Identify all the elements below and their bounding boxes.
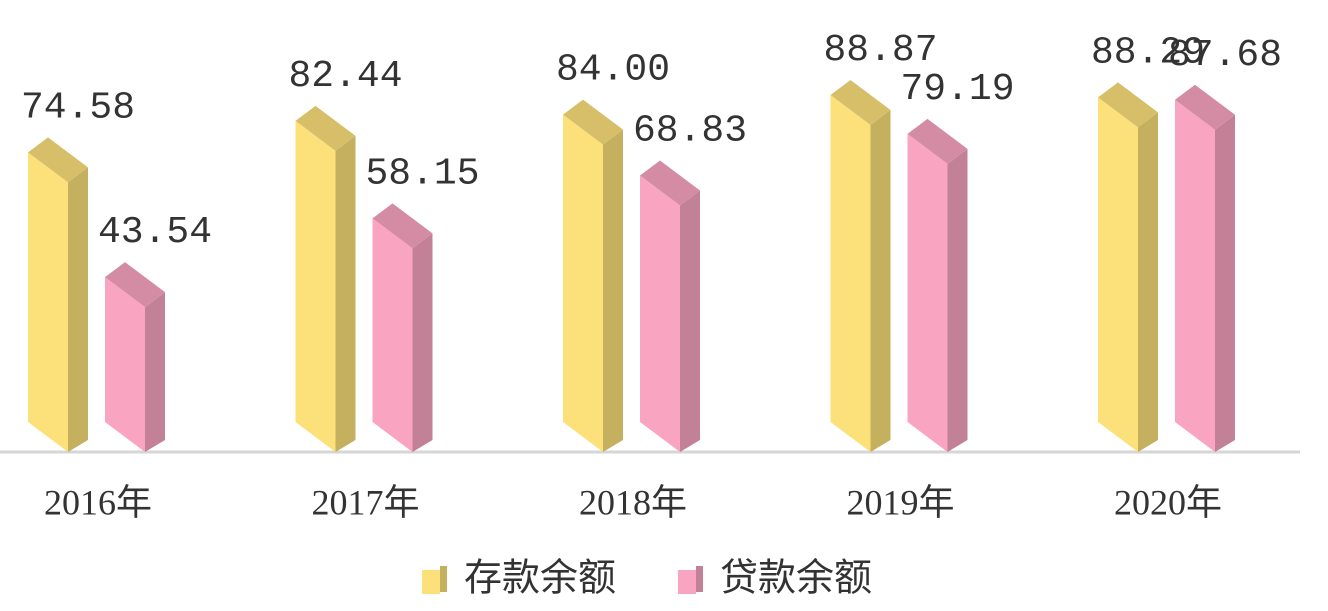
bar-side bbox=[1215, 114, 1235, 453]
legend-swatch bbox=[678, 570, 696, 594]
bar-side bbox=[947, 148, 968, 452]
bar-top bbox=[907, 118, 968, 164]
value-label: 79.19 bbox=[900, 68, 1014, 111]
bar-top bbox=[640, 160, 700, 206]
bar bbox=[563, 114, 603, 452]
value-label: 82.44 bbox=[288, 55, 402, 98]
value-label: 68.83 bbox=[633, 110, 747, 153]
bar bbox=[295, 120, 336, 452]
value-label: 84.00 bbox=[556, 49, 670, 92]
value-label: 88.29 bbox=[1091, 31, 1205, 74]
bar-top bbox=[1175, 84, 1235, 130]
bar bbox=[640, 175, 680, 453]
legend-swatch bbox=[422, 570, 440, 594]
bar-side bbox=[335, 135, 356, 453]
x-tick-label: 2018年 bbox=[579, 482, 687, 522]
bar-top bbox=[28, 137, 88, 183]
bar-top bbox=[830, 80, 891, 125]
bar-top bbox=[105, 262, 165, 308]
value-label: 87.68 bbox=[1168, 34, 1282, 77]
bar bbox=[907, 133, 948, 452]
legend-swatch-side bbox=[440, 566, 447, 592]
legend-swatch-side bbox=[696, 566, 703, 592]
bar-side bbox=[1138, 112, 1158, 452]
bar bbox=[372, 218, 413, 452]
value-label: 88.87 bbox=[823, 29, 937, 72]
bar-top bbox=[372, 203, 433, 249]
bar bbox=[105, 277, 145, 452]
value-label: 74.58 bbox=[21, 86, 135, 129]
bar-side bbox=[412, 233, 433, 452]
bar-side bbox=[680, 190, 700, 453]
legend-label: 贷款余额 bbox=[720, 558, 872, 600]
bar-side bbox=[68, 167, 88, 452]
x-tick-label: 2017年 bbox=[311, 482, 419, 522]
bar-top bbox=[295, 105, 356, 151]
legend-label: 存款余额 bbox=[464, 558, 616, 600]
x-tick-label: 2020年 bbox=[1114, 482, 1222, 522]
bar bbox=[1098, 97, 1138, 452]
bar-side bbox=[145, 292, 165, 452]
bar bbox=[28, 152, 68, 452]
x-tick-label: 2016年 bbox=[44, 482, 152, 522]
bar-side bbox=[870, 110, 891, 452]
bar-top bbox=[1098, 82, 1158, 128]
bar bbox=[1175, 99, 1215, 453]
bar-side bbox=[603, 129, 623, 452]
bar-top bbox=[563, 99, 623, 145]
x-tick-label: 2019年 bbox=[846, 482, 954, 522]
value-label: 58.15 bbox=[365, 152, 479, 195]
bar bbox=[830, 95, 871, 452]
value-label: 43.54 bbox=[98, 211, 212, 254]
